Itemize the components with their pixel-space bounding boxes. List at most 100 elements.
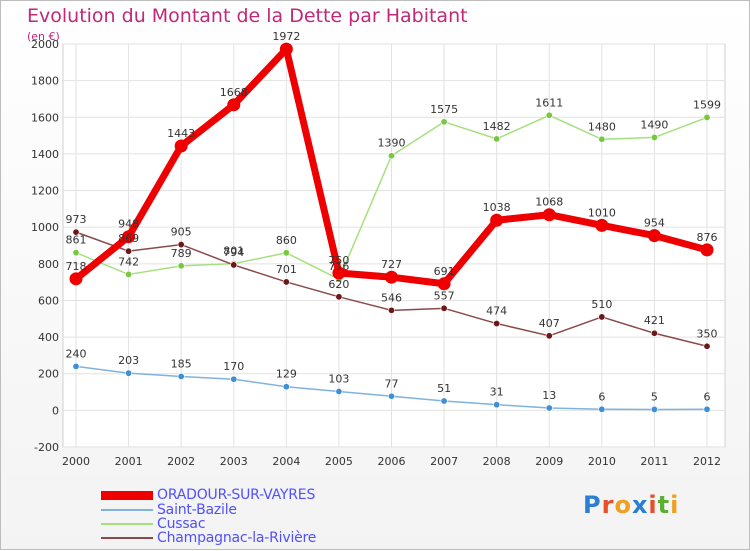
series-point <box>493 320 501 328</box>
series-point <box>387 152 395 160</box>
x-tick-label: 2011 <box>640 455 668 468</box>
data-label: 1068 <box>535 196 563 209</box>
series-point <box>437 277 451 291</box>
legend-item-cussac: Cussac <box>101 516 206 532</box>
data-label: 6 <box>704 390 711 403</box>
y-tick-label: 1600 <box>31 111 59 124</box>
series-point <box>385 270 398 284</box>
logo-letter: x <box>631 491 649 519</box>
data-label: 1443 <box>167 127 195 140</box>
legend-swatch <box>101 523 153 525</box>
series-point <box>72 362 80 370</box>
data-label: 905 <box>171 226 192 239</box>
data-label: 1038 <box>483 201 511 214</box>
series-point <box>542 208 556 222</box>
data-label: 1482 <box>483 120 511 133</box>
data-label: 350 <box>697 327 718 340</box>
data-label: 5 <box>651 390 658 403</box>
y-tick-label: 0 <box>52 404 59 417</box>
series-point <box>545 404 553 412</box>
series-point <box>282 278 290 286</box>
series-point <box>703 113 711 121</box>
legend-item-saint-bazile: Saint-Bazile <box>101 502 237 518</box>
x-tick-label: 2004 <box>272 455 300 468</box>
series-point <box>177 372 185 380</box>
x-tick-label: 2009 <box>535 455 563 468</box>
data-label: 1575 <box>430 103 458 116</box>
legend-swatch <box>101 509 153 511</box>
data-label: 1611 <box>535 96 563 109</box>
y-tick-label: 800 <box>38 258 59 271</box>
series-point <box>545 332 553 340</box>
y-tick-label: 1800 <box>31 75 59 88</box>
series-point <box>650 405 658 413</box>
series-point <box>598 135 606 143</box>
data-label: 13 <box>542 389 556 402</box>
series-point <box>279 42 293 56</box>
series-point <box>440 397 448 405</box>
data-label: 620 <box>328 278 349 291</box>
logo-letter: P <box>583 491 602 519</box>
x-tick-label: 2006 <box>378 455 406 468</box>
y-tick-label: 400 <box>38 331 59 344</box>
x-tick-label: 2002 <box>167 455 195 468</box>
data-label: 794 <box>223 246 244 259</box>
series-point <box>440 304 448 312</box>
data-label: 407 <box>539 317 560 330</box>
series-point <box>177 262 185 270</box>
data-label: 185 <box>171 357 192 370</box>
series-point <box>227 98 241 112</box>
proxiti-logo: Proxiti <box>583 491 679 519</box>
series-point <box>703 405 711 413</box>
data-label: 203 <box>118 354 139 367</box>
data-label: 103 <box>328 372 349 385</box>
data-label: 77 <box>385 377 399 390</box>
series-point <box>332 266 346 280</box>
legend-swatch <box>101 490 153 500</box>
series-point <box>387 392 395 400</box>
y-unit-label: (en €) <box>27 30 60 43</box>
data-label: 701 <box>276 263 297 276</box>
data-label: 727 <box>381 258 402 271</box>
series-point <box>230 375 238 383</box>
legend-swatch <box>101 537 153 539</box>
data-label: 861 <box>66 234 87 247</box>
y-tick-label: -200 <box>34 441 59 454</box>
data-label: 31 <box>490 386 504 399</box>
series-point <box>72 228 80 236</box>
data-label: 51 <box>437 382 451 395</box>
data-label: 716 <box>328 260 349 273</box>
y-tick-label: 1400 <box>31 148 59 161</box>
y-tick-label: 2000 <box>31 38 59 51</box>
data-label: 718 <box>66 260 87 273</box>
data-label: 170 <box>223 360 244 373</box>
x-tick-label: 2007 <box>430 455 458 468</box>
series-point <box>598 313 606 321</box>
x-tick-label: 2005 <box>325 455 353 468</box>
logo-letter: i <box>648 491 658 519</box>
logo-letter: i <box>670 491 680 519</box>
legend-label: Champagnac-la-Rivière <box>157 530 317 546</box>
series-point <box>230 261 238 269</box>
y-tick-label: 1200 <box>31 185 59 198</box>
logo-letter: o <box>614 491 632 519</box>
y-tick-label: 1000 <box>31 221 59 234</box>
data-label: 691 <box>434 265 455 278</box>
series-point <box>72 249 80 257</box>
data-label: 1010 <box>588 206 616 219</box>
data-label: 421 <box>644 314 665 327</box>
series-point <box>282 249 290 257</box>
x-tick-label: 2003 <box>220 455 248 468</box>
series-point <box>595 218 609 232</box>
legend-item-oradour: ORADOUR-SUR-VAYRES <box>101 487 316 503</box>
data-label: 869 <box>118 232 139 245</box>
data-label: 860 <box>276 234 297 247</box>
series-point <box>335 293 343 301</box>
data-label: 789 <box>171 247 192 260</box>
data-label: 240 <box>66 347 87 360</box>
data-label: 948 <box>118 218 139 231</box>
series-point <box>125 270 133 278</box>
legend-label: ORADOUR-SUR-VAYRES <box>157 487 316 503</box>
